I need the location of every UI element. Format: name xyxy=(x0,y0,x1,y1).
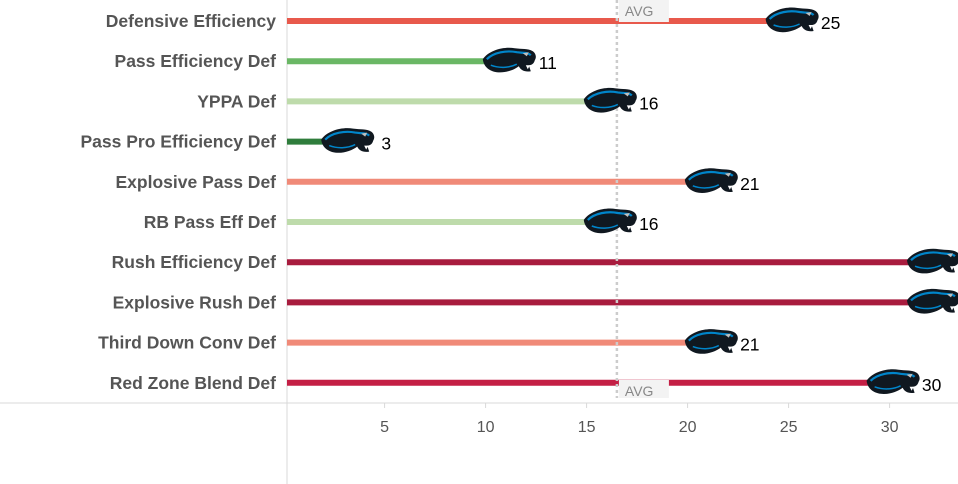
value-label: 3 xyxy=(381,134,391,154)
avg-label-top: AVG xyxy=(625,3,654,19)
category-label: RB Pass Eff Def xyxy=(144,212,276,232)
x-tick-label: 20 xyxy=(679,419,697,436)
value-label: 30 xyxy=(922,375,942,395)
value-label: 11 xyxy=(539,53,557,73)
avg-label-bottom: AVG xyxy=(625,383,654,399)
value-label: 25 xyxy=(821,13,840,33)
category-label: Rush Efficiency Def xyxy=(112,252,277,272)
category-label: Defensive Efficiency xyxy=(106,11,276,31)
value-label: 21 xyxy=(740,174,759,194)
panther-logo-icon xyxy=(582,207,638,235)
panther-logo-icon xyxy=(683,167,739,195)
category-label: Third Down Conv Def xyxy=(98,333,276,353)
average-reference: AVG AVG xyxy=(615,0,669,399)
x-tick-label: 30 xyxy=(881,419,899,436)
avg-bottom-background xyxy=(618,380,669,398)
x-tick-label: 15 xyxy=(578,419,596,436)
panther-logo-icon xyxy=(905,247,958,275)
avg-top-background xyxy=(618,0,669,22)
category-label: Red Zone Blend Def xyxy=(110,373,276,393)
panther-logo-icon xyxy=(582,86,638,114)
category-label: YPPA Def xyxy=(197,91,276,111)
team-logos xyxy=(320,6,958,396)
bars xyxy=(287,18,930,386)
category-label: Explosive Pass Def xyxy=(116,172,277,192)
x-tick-label: 10 xyxy=(477,419,495,436)
panther-logo-icon xyxy=(481,46,537,74)
value-label: 21 xyxy=(740,335,759,355)
category-label: Pass Pro Efficiency Def xyxy=(81,132,277,152)
category-label: Pass Efficiency Def xyxy=(115,51,277,71)
panther-logo-icon xyxy=(905,287,958,315)
category-label: Explosive Rush Def xyxy=(113,292,277,312)
panther-logo-icon xyxy=(683,327,739,355)
panther-logo-icon xyxy=(764,6,820,34)
x-tick-label: 5 xyxy=(380,419,389,436)
panther-logo-icon xyxy=(320,126,376,154)
value-label: 16 xyxy=(639,214,658,234)
value-label: 16 xyxy=(639,93,658,113)
labels: 5 10 15 20 25 30 Defensive Efficiency 25 Pass Ef… xyxy=(81,11,942,436)
x-tick-label: 25 xyxy=(780,419,798,436)
panther-logo-icon xyxy=(865,368,921,396)
